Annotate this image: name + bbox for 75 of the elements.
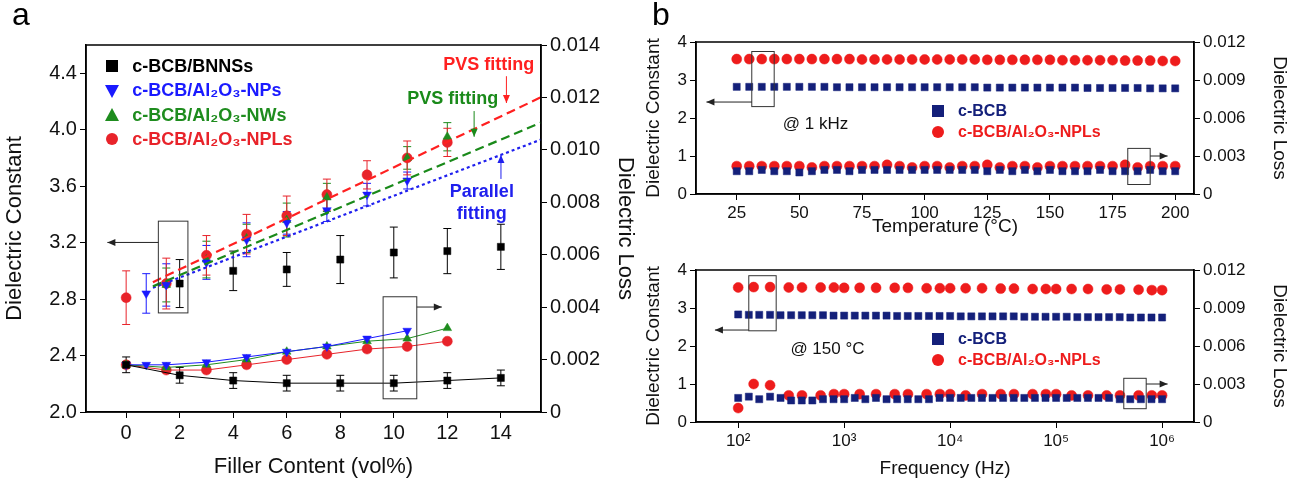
y2-tick-label: 0.003 bbox=[1203, 373, 1246, 393]
y2-axis-title: Dielectric Loss bbox=[1270, 284, 1292, 408]
x-tick-label: 75 bbox=[852, 202, 872, 222]
y-tick-label: 4 bbox=[677, 259, 687, 279]
x-tick-label: 10³ bbox=[831, 430, 857, 450]
y-tick-label: 2 bbox=[677, 107, 687, 127]
legend-label: c-BCB/Al₂O₃-NWs bbox=[132, 103, 287, 127]
y2-tick-label: 0.012 bbox=[550, 84, 601, 107]
y-axis-title: Dielectric Constant bbox=[641, 37, 663, 198]
y-tick-label: 4.0 bbox=[49, 117, 77, 140]
y2-tick-label: 0 bbox=[550, 399, 562, 422]
y2-tick-label: 0.006 bbox=[1203, 107, 1246, 127]
x-tick-label: 50 bbox=[789, 202, 809, 222]
y-tick-label: 1 bbox=[677, 373, 687, 393]
x-tick-label: 14 bbox=[489, 420, 512, 443]
x-tick-label: 0 bbox=[120, 420, 132, 443]
y-tick-label: 3 bbox=[677, 297, 687, 317]
y-axis-title: Dielectric Constant bbox=[641, 265, 663, 426]
x-tick-label: 10⁶ bbox=[1149, 430, 1176, 450]
y2-tick-label: 0.002 bbox=[550, 347, 601, 370]
y2-tick-label: 0.012 bbox=[1203, 259, 1246, 279]
y2-tick-label: 0.003 bbox=[1203, 145, 1246, 165]
y2-tick-label: 0.006 bbox=[1203, 335, 1246, 355]
x-tick-label: 200 bbox=[1161, 202, 1190, 222]
x-tick-label: 10 bbox=[382, 420, 405, 443]
y2-tick-label: 0.006 bbox=[550, 242, 601, 265]
y-tick-label: 4.4 bbox=[49, 60, 77, 83]
y-tick-label: 2.4 bbox=[49, 343, 77, 366]
chart-title: a bbox=[12, 0, 30, 33]
y2-tick-label: 0.012 bbox=[1203, 31, 1246, 51]
annotation: @ 150 °C bbox=[790, 338, 865, 358]
x-tick-label: 12 bbox=[436, 420, 459, 443]
chart-title: b bbox=[652, 0, 670, 33]
x-tick-label: 10⁵ bbox=[1043, 430, 1070, 450]
x-axis-title: Frequency (Hz) bbox=[879, 456, 1011, 478]
legend-label: c-BCB/Al₂O₃-NPLs bbox=[958, 350, 1101, 371]
x-tick-label: 6 bbox=[281, 420, 293, 443]
y-tick-label: 1 bbox=[677, 145, 687, 165]
series-label: PVS fitting bbox=[407, 87, 499, 108]
y2-tick-label: 0.008 bbox=[550, 189, 601, 212]
y-tick-label: 3.6 bbox=[49, 173, 77, 196]
legend-label: c-BCB/BNNSs bbox=[132, 55, 254, 79]
y2-tick-label: 0.009 bbox=[1203, 297, 1246, 317]
y2-tick-label: 0.009 bbox=[1203, 69, 1246, 89]
y2-axis-title: Dielectric Loss bbox=[1270, 56, 1292, 180]
legend-label: c-BCB bbox=[958, 328, 1007, 349]
x-axis-title: Filler Content (vol%) bbox=[213, 452, 414, 478]
y-tick-label: 2 bbox=[677, 335, 687, 355]
y-tick-label: 2.0 bbox=[49, 399, 77, 422]
legend-label: c-BCB/Al₂O₃-NPLs bbox=[132, 128, 293, 152]
x-tick-label: 10⁴ bbox=[937, 430, 964, 450]
x-tick-label: 10² bbox=[725, 430, 751, 450]
x-tick-label: 175 bbox=[1098, 202, 1127, 222]
y-tick-label: 4 bbox=[677, 31, 687, 51]
x-tick-label: 150 bbox=[1035, 202, 1065, 222]
series-label: PVS fitting bbox=[443, 53, 535, 74]
x-tick-label: 8 bbox=[334, 420, 346, 443]
y2-tick-label: 0.010 bbox=[550, 137, 601, 160]
y2-tick-label: 0.014 bbox=[550, 32, 601, 55]
legend-label: c-BCB/Al₂O₃-NPLs bbox=[958, 122, 1101, 143]
legend-label: c-BCB/Al₂O₃-NPs bbox=[132, 79, 282, 103]
y2-tick-label: 0.004 bbox=[550, 294, 601, 317]
x-tick-label: 25 bbox=[727, 202, 747, 222]
x-tick-label: 2 bbox=[174, 420, 186, 443]
y-axis-title: Dielectric Constant bbox=[1, 136, 27, 321]
y-tick-label: 0 bbox=[677, 183, 687, 203]
y2-tick-label: 0 bbox=[1203, 183, 1213, 203]
legend-label: c-BCB bbox=[958, 100, 1007, 121]
y-tick-label: 3.2 bbox=[49, 230, 77, 253]
y2-axis-title: Dielectric Loss bbox=[613, 156, 639, 301]
y-tick-label: 3 bbox=[677, 69, 687, 89]
series-label: Parallel fitting bbox=[449, 180, 514, 224]
annotation: @ 1 kHz bbox=[782, 113, 849, 133]
x-tick-label: 4 bbox=[227, 420, 239, 443]
y-tick-label: 2.8 bbox=[49, 286, 77, 309]
